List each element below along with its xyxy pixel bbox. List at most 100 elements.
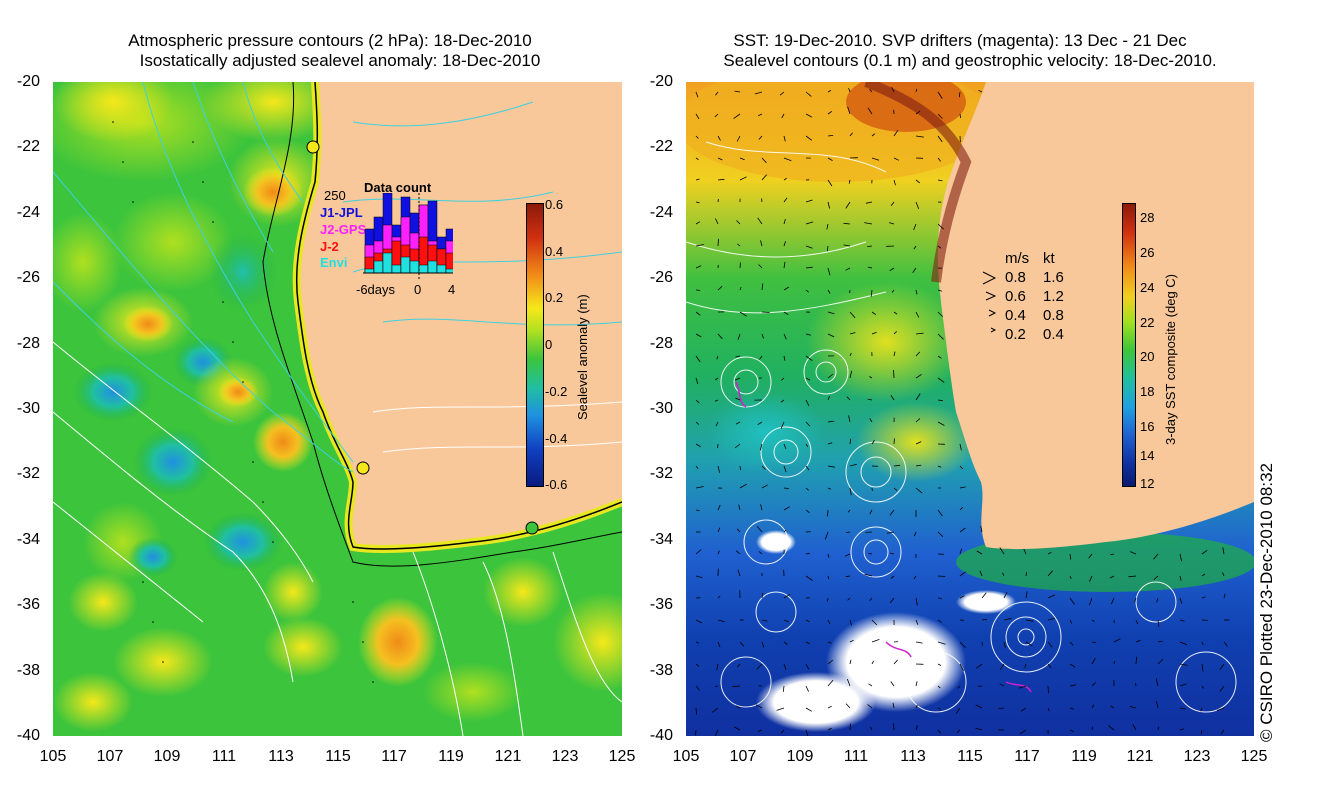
velocity-arrow [959, 663, 965, 671]
right-x-tick: 115 [957, 748, 983, 765]
velocity-arrow [736, 135, 741, 142]
velocity-arrow [737, 333, 741, 340]
data-count-x-label-end: 4 [448, 282, 456, 297]
velocity-arrow [888, 222, 895, 225]
tide-gauge-marker-fremantle [356, 461, 370, 475]
velocity-arrow [959, 571, 966, 577]
velocity-arrow [695, 355, 701, 363]
velocity-arrow [735, 397, 741, 401]
velocity-arrow [868, 683, 873, 687]
velocity-arrow [869, 597, 873, 601]
velocity-arrow [827, 110, 833, 115]
velocity-arrow [893, 179, 896, 186]
right-title-line1: SST: 19-Dec-2010. SVP drifters (magenta)… [733, 31, 1187, 50]
velocity-arrow [1201, 641, 1204, 645]
velocity-arrow [1025, 641, 1033, 647]
velocity-arrow [779, 91, 785, 96]
left-y-tick: -36 [16, 596, 40, 613]
velocity-arrow [695, 311, 701, 316]
velocity-arrow [739, 465, 741, 471]
velocity-arrow [912, 267, 917, 274]
velocity-arrow [981, 618, 988, 621]
velocity-arrow [1047, 618, 1056, 621]
velocity-arrow [869, 376, 873, 379]
velocity-arrow [826, 223, 829, 230]
velocity-arrow [937, 91, 943, 99]
velocity-arrow [783, 487, 789, 489]
velocity-arrow [757, 217, 763, 225]
velocity-arrow [783, 286, 790, 291]
velocity-arrow [695, 465, 699, 469]
velocity-arrow [1069, 729, 1074, 733]
velocity-arrow [827, 465, 835, 468]
velocity-arrow [1069, 619, 1073, 624]
velocity-row-ms: 0.2 [1005, 326, 1026, 343]
left-x-tick: 125 [608, 748, 636, 765]
velocity-arrow [761, 641, 765, 648]
velocity-arrow [761, 592, 764, 599]
velocity-arrow [937, 685, 941, 689]
velocity-arrow [937, 597, 942, 599]
velocity-arrow [734, 443, 741, 449]
velocity-arrow [717, 641, 721, 648]
velocity-arrow [999, 547, 1005, 555]
velocity-arrow [867, 398, 873, 401]
velocity-arrow [1153, 553, 1159, 560]
velocity-arrow [1135, 619, 1139, 625]
left-y-tick: -38 [16, 662, 40, 679]
sealevel-colorbar-tick: -0.6 [545, 477, 568, 492]
velocity-arrow [915, 641, 923, 644]
velocity-row-kt: 1.2 [1043, 288, 1064, 305]
velocity-arrow [1019, 729, 1027, 735]
legend-j2-gps: J2-GPS [320, 222, 367, 237]
bar-envi [382, 252, 393, 274]
velocity-arrow [758, 135, 763, 140]
right-y-tick: -22 [649, 138, 673, 155]
velocity-arrow [849, 332, 856, 335]
velocity-arrow [1047, 685, 1049, 694]
velocity-arrow [937, 135, 943, 143]
velocity-arrow [805, 199, 813, 203]
velocity-arrow [695, 707, 697, 715]
credit-text: © CSIRO Plotted 23-Dec-2010 08:32 [1257, 462, 1276, 742]
velocity-arrow [847, 509, 851, 513]
data-count-inset: Data count 250 J1-JPL J2-GPS J-2 Envi -6… [318, 178, 478, 298]
velocity-arrow [737, 569, 741, 577]
velocity-arrow [805, 509, 810, 514]
velocity-arrow [695, 265, 702, 269]
bar-envi [409, 260, 420, 274]
left-y-tick: -26 [16, 269, 40, 286]
velocity-arrow-icon [990, 327, 997, 333]
velocity-arrow [913, 531, 917, 537]
velocity-arrow [959, 527, 966, 533]
left-x-tick: 107 [96, 748, 124, 765]
velocity-arrow [1179, 683, 1187, 687]
velocity-arrow [937, 157, 942, 162]
velocity-arrow [717, 527, 721, 533]
sst-colorbar-tick: 20 [1140, 349, 1155, 364]
velocity-arrow [849, 723, 851, 731]
velocity-arrow [1156, 701, 1159, 709]
velocity-arrow [717, 238, 719, 247]
velocity-arrow [937, 619, 942, 623]
velocity-arrow [889, 509, 895, 516]
velocity-arrow [1200, 729, 1203, 735]
velocity-arrow [732, 685, 741, 688]
velocity-arrow [783, 593, 791, 599]
velocity-arrow [827, 641, 832, 644]
velocity-arrow [1047, 663, 1052, 669]
geostrophic-velocity-arrows [695, 86, 1230, 736]
velocity-arrow [1132, 724, 1137, 731]
velocity-arrow [915, 487, 923, 494]
velocity-arrow [1179, 553, 1182, 562]
velocity-arrow [869, 88, 873, 93]
right-y-tick: -40 [649, 727, 673, 744]
sst-colorbar-tick: 22 [1140, 315, 1155, 330]
velocity-arrow [695, 135, 699, 139]
velocity-arrow [975, 727, 983, 731]
velocity-arrow [1069, 575, 1072, 579]
velocity-arrow [737, 663, 741, 668]
velocity-arrow [805, 729, 809, 736]
velocity-arrow [871, 439, 875, 445]
legend-j1-jpl: J1-JPL [320, 205, 363, 220]
